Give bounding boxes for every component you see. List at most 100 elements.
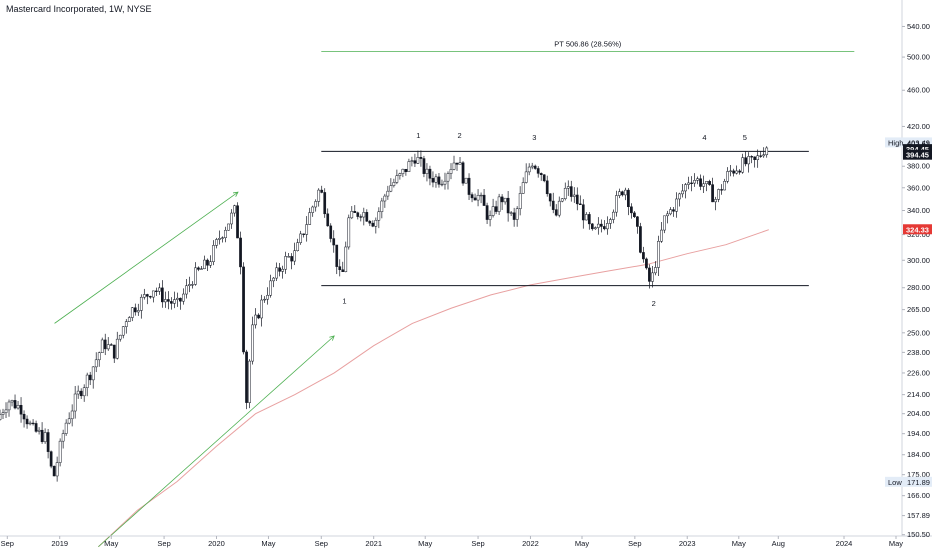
candle-body — [236, 205, 239, 239]
x-tick-label: May — [732, 539, 746, 548]
candle-body — [293, 250, 297, 262]
candle-body — [248, 360, 251, 403]
candle-body — [314, 201, 318, 208]
candle-body — [215, 239, 218, 246]
candle-body — [491, 206, 495, 216]
candle-body — [494, 206, 498, 212]
x-tick-label: 2020 — [208, 539, 225, 548]
high-low-tag-text: 403.49 — [907, 138, 930, 147]
wave-label: 4 — [702, 133, 706, 142]
candle-body — [182, 293, 185, 302]
candle-body — [356, 212, 360, 217]
y-tick-label: 175.00 — [907, 470, 930, 479]
y-tick-label: 265.00 — [907, 305, 930, 314]
candle-body — [693, 180, 696, 184]
candle-body — [699, 178, 702, 187]
candle-body — [299, 233, 303, 243]
candle-body — [58, 440, 62, 463]
candle-body — [470, 194, 474, 199]
candle-body — [284, 256, 287, 270]
candle-body — [431, 178, 435, 183]
candle-body — [705, 181, 708, 185]
candle-body — [353, 210, 357, 213]
candle-body — [756, 155, 760, 160]
candle-body — [389, 185, 393, 192]
candle-body — [416, 157, 420, 164]
candle-body — [347, 217, 351, 248]
price-tag-text: 394.45 — [906, 151, 929, 160]
x-tick-label: May — [418, 539, 432, 548]
candle-body — [362, 212, 366, 218]
candle-body — [43, 432, 47, 443]
candle-body — [750, 156, 754, 158]
candle-body — [203, 259, 206, 270]
candle-body — [482, 194, 486, 206]
candle-body — [242, 266, 245, 353]
candle-body — [218, 238, 221, 240]
candle-body — [515, 208, 519, 220]
candle-body — [115, 338, 119, 359]
price-tag-text: 402.51 — [907, 139, 930, 148]
candle-body — [639, 226, 642, 253]
candle-body — [239, 237, 242, 268]
candle-body — [139, 296, 143, 311]
candle-body — [278, 267, 281, 272]
candle-body — [609, 219, 612, 224]
price-tag-background — [903, 224, 932, 235]
price-tag-background — [903, 144, 932, 155]
candle-body — [272, 277, 275, 282]
candle-body — [440, 183, 444, 186]
candle-body — [702, 183, 705, 187]
y-tick-label: 150.50 — [907, 530, 930, 539]
candle-body — [112, 344, 116, 359]
candle-body — [164, 299, 167, 303]
candle-body — [88, 374, 92, 381]
candle-body — [413, 160, 417, 164]
x-tick-label: 2023 — [679, 539, 696, 548]
candle-body — [167, 299, 170, 302]
candle-body — [735, 170, 738, 174]
candle-body — [602, 226, 606, 230]
candle-body — [371, 222, 375, 227]
candle-body — [612, 211, 615, 220]
candle-body — [560, 198, 564, 202]
candle-body — [473, 197, 477, 201]
y-tick-label: 300.00 — [907, 256, 930, 265]
wave-label: 3 — [532, 133, 536, 142]
candle-body — [151, 290, 155, 298]
candle-body — [31, 422, 35, 425]
wave-label: 5 — [743, 133, 747, 142]
candle-body — [13, 400, 17, 409]
candle-body — [37, 429, 41, 432]
trendline-arrowhead — [329, 335, 335, 341]
candle-body — [359, 216, 363, 218]
y-tick-label: 157.89 — [907, 511, 930, 520]
moving-average-line — [98, 229, 769, 548]
candle-body — [173, 299, 176, 304]
candle-body — [651, 272, 654, 282]
candle-body — [446, 173, 450, 182]
candle-body — [443, 180, 447, 185]
candle-body — [720, 189, 723, 191]
candle-body — [684, 184, 687, 192]
y-tick-label: 166.00 — [907, 491, 930, 500]
candle-body — [479, 194, 483, 197]
candle-body — [690, 182, 693, 184]
candle-body — [136, 310, 140, 313]
x-tick-label: May — [261, 539, 275, 548]
candle-body — [633, 212, 636, 218]
candle-body — [593, 227, 597, 230]
candle-body — [145, 294, 149, 297]
candle-body — [596, 223, 600, 228]
candle-body — [578, 203, 582, 205]
candle-body — [497, 196, 501, 212]
candle-body — [233, 205, 236, 214]
candle-body — [317, 189, 321, 202]
y-tick-label: 420.00 — [907, 122, 930, 131]
candle-body — [461, 162, 465, 184]
candle-body — [350, 210, 354, 219]
candle-body — [368, 220, 372, 224]
